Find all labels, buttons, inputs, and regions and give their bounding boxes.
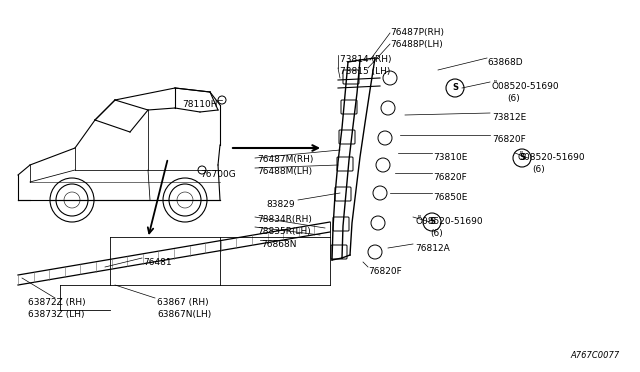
Text: 76820F: 76820F xyxy=(433,173,467,182)
Text: 78834R(RH): 78834R(RH) xyxy=(257,215,312,224)
Text: 78110H: 78110H xyxy=(182,100,218,109)
Text: 76850E: 76850E xyxy=(433,193,467,202)
Text: 63867 (RH): 63867 (RH) xyxy=(157,298,209,307)
Text: 76812A: 76812A xyxy=(415,244,450,253)
Text: S: S xyxy=(429,218,435,227)
Text: 76700G: 76700G xyxy=(200,170,236,179)
Text: 76488M(LH): 76488M(LH) xyxy=(257,167,312,176)
Text: (6): (6) xyxy=(532,165,545,174)
Text: 76820F: 76820F xyxy=(368,267,402,276)
Text: 63867N(LH): 63867N(LH) xyxy=(157,310,211,319)
Text: S: S xyxy=(519,154,525,163)
Text: 63868D: 63868D xyxy=(487,58,523,67)
Text: 76487P(RH): 76487P(RH) xyxy=(390,28,444,37)
Text: 76820F: 76820F xyxy=(492,135,525,144)
Text: 78835R(LH): 78835R(LH) xyxy=(257,227,311,236)
Text: 63872Z (RH): 63872Z (RH) xyxy=(28,298,86,307)
Text: Õ08520-51690: Õ08520-51690 xyxy=(415,217,483,226)
Text: 73810E: 73810E xyxy=(433,153,467,162)
Text: (6): (6) xyxy=(507,94,520,103)
Text: Õ08520-51690: Õ08520-51690 xyxy=(517,153,584,162)
Text: 76488P(LH): 76488P(LH) xyxy=(390,40,443,49)
Text: 73814 (RH): 73814 (RH) xyxy=(340,55,392,64)
Text: A767C0077: A767C0077 xyxy=(571,351,620,360)
Text: 76487M(RH): 76487M(RH) xyxy=(257,155,314,164)
Text: Õ08520-51690: Õ08520-51690 xyxy=(492,82,559,91)
Text: 73815 (LH): 73815 (LH) xyxy=(340,67,390,76)
Text: S: S xyxy=(452,83,458,93)
Text: 76868N: 76868N xyxy=(261,240,296,249)
Text: 73812E: 73812E xyxy=(492,113,526,122)
Text: 63873Z (LH): 63873Z (LH) xyxy=(28,310,84,319)
Text: 83829: 83829 xyxy=(266,200,295,209)
Text: (6): (6) xyxy=(430,229,443,238)
Text: 76481: 76481 xyxy=(143,258,172,267)
